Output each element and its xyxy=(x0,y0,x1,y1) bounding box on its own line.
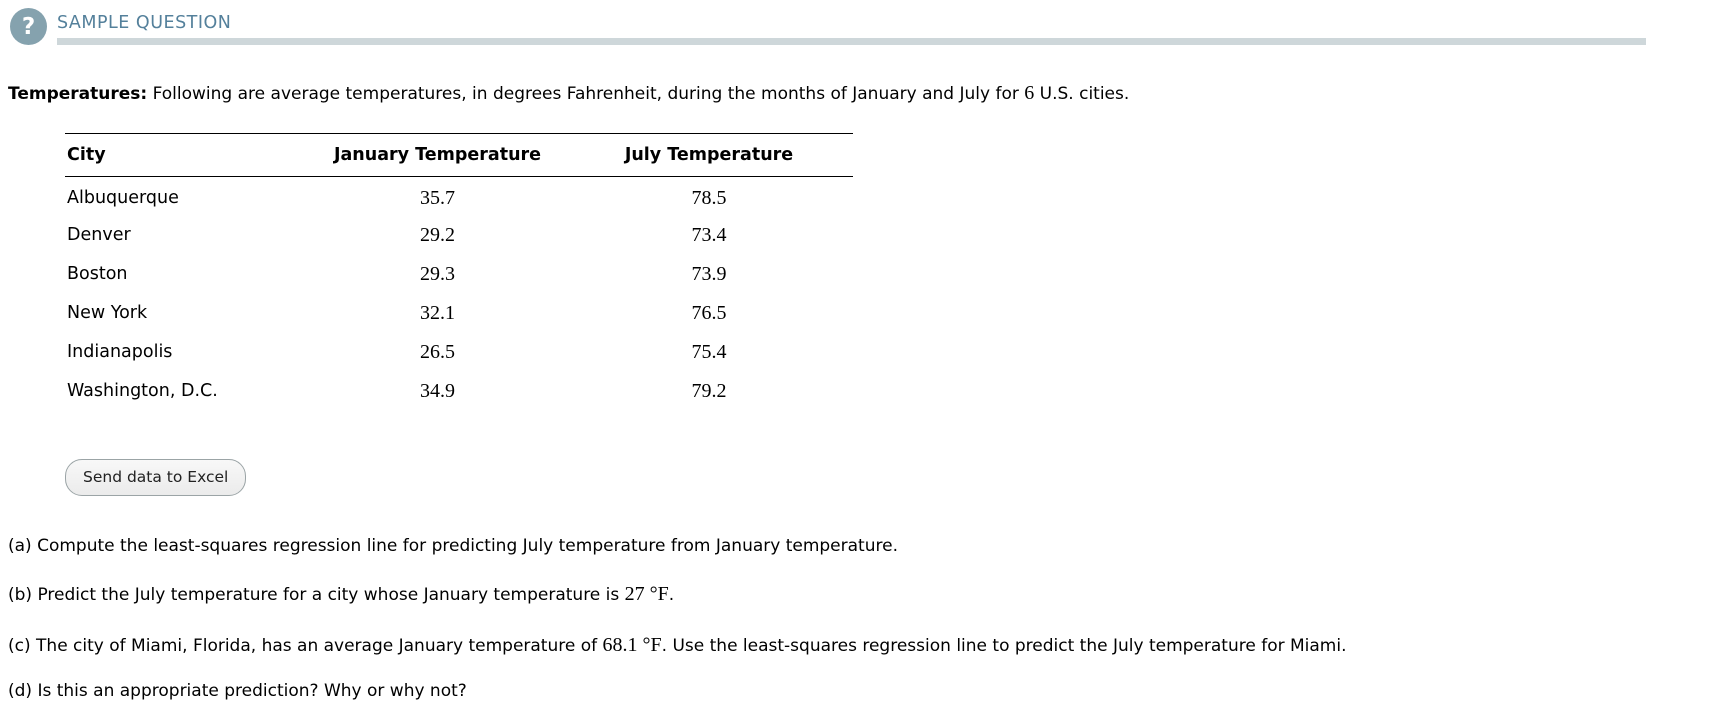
cell-city: Albuquerque xyxy=(67,188,179,209)
problem-text: Following are average temperatures, in d… xyxy=(152,84,1019,104)
city-count: 6 xyxy=(1024,82,1035,104)
question-c-value: 68.1 °F xyxy=(602,633,662,656)
table-row: Albuquerque 35.7 78.5 xyxy=(65,177,853,216)
cell-january-temp: 35.7 xyxy=(420,186,455,209)
table-row: Indianapolis 26.5 75.4 xyxy=(65,333,853,372)
question-d-text: Is this an appropriate prediction? Why o… xyxy=(37,680,467,701)
problem-label: Temperatures: xyxy=(8,84,148,104)
question-b-text: Predict the July temperature for a city … xyxy=(37,584,620,605)
cell-july-temp: 79.2 xyxy=(691,379,727,402)
cell-city: Denver xyxy=(67,225,131,245)
question-d-label: (d) xyxy=(8,680,33,701)
question-c-tail: . Use the least-squares regression line … xyxy=(661,635,1347,656)
problem-tail: U.S. cities. xyxy=(1039,84,1130,104)
cell-city: Boston xyxy=(67,264,128,284)
title-underline-bar xyxy=(57,38,1646,45)
cell-january-temp: 34.9 xyxy=(420,379,455,402)
column-header-city: City xyxy=(65,133,310,177)
cell-city: New York xyxy=(67,303,148,323)
cell-january-temp: 32.1 xyxy=(420,301,455,324)
table-row: Denver 29.2 73.4 xyxy=(65,216,853,255)
question-c-text: The city of Miami, Florida, has an avera… xyxy=(36,635,598,656)
problem-statement: Temperatures: Following are average temp… xyxy=(8,82,1709,105)
cell-january-temp: 29.2 xyxy=(420,223,455,246)
cell-city: Washington, D.C. xyxy=(67,381,218,401)
question-d: (d) Is this an appropriate prediction? W… xyxy=(8,681,1709,701)
column-header-january: January Temperature xyxy=(310,133,565,177)
question-a-text: Compute the least-squares regression lin… xyxy=(37,535,898,556)
cell-july-temp: 78.5 xyxy=(691,186,727,209)
question-b-value: 27 °F xyxy=(624,582,669,605)
question-a: (a) Compute the least-squares regression… xyxy=(8,536,1709,556)
cell-july-temp: 76.5 xyxy=(691,301,727,324)
temperature-table: City January Temperature July Temperatur… xyxy=(65,133,853,411)
question-b-label: (b) xyxy=(8,584,33,605)
question-c-label: (c) xyxy=(8,635,31,656)
cell-january-temp: 29.3 xyxy=(420,262,455,285)
question-mark-icon: ? xyxy=(10,8,47,45)
table-row: Boston 29.3 73.9 xyxy=(65,255,853,294)
question-a-label: (a) xyxy=(8,535,32,556)
question-c: (c) The city of Miami, Florida, has an a… xyxy=(8,634,1709,657)
send-data-to-excel-button[interactable]: Send data to Excel xyxy=(65,458,247,496)
cell-july-temp: 73.4 xyxy=(691,223,727,246)
cell-july-temp: 75.4 xyxy=(691,340,727,363)
sample-question-header: ? SAMPLE QUESTION xyxy=(0,0,1709,46)
cell-july-temp: 73.9 xyxy=(691,262,727,285)
table-row: Washington, D.C. 34.9 79.2 xyxy=(65,372,853,411)
section-title: SAMPLE QUESTION xyxy=(57,13,232,33)
cell-city: Indianapolis xyxy=(67,342,173,362)
table-header-row: City January Temperature July Temperatur… xyxy=(65,133,853,177)
cell-january-temp: 26.5 xyxy=(420,340,455,363)
question-b: (b) Predict the July temperature for a c… xyxy=(8,583,1709,606)
table-row: New York 32.1 76.5 xyxy=(65,294,853,333)
question-b-tail: . xyxy=(668,584,675,605)
column-header-july: July Temperature xyxy=(565,133,853,177)
